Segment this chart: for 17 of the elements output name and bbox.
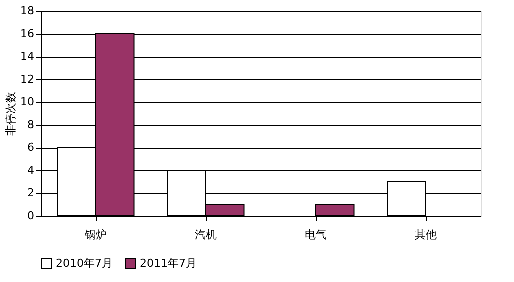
legend-label: 2010年7月 [56,256,113,270]
y-tick-label: 2 [28,186,34,200]
x-tick-label: 汽机 [195,228,217,242]
legend-label: 2011年7月 [140,256,197,270]
y-tick-label: 12 [20,72,34,86]
x-tick-label: 其他 [415,228,437,242]
y-tick-label: 0 [28,210,34,222]
y-tick-label: 10 [20,96,34,109]
y-tick-label: 4 [28,164,34,177]
y-tick-label: 18 [20,4,34,18]
y-tick-label: 8 [28,118,34,132]
x-tick-label: 锅炉 [84,228,107,242]
x-tick-label: 电气 [305,228,327,242]
y-tick-label: 6 [28,141,34,154]
y-axis-title: 非停次数 [4,92,18,136]
y-tick-label: 16 [20,27,34,40]
y-tick-label: 14 [20,50,34,64]
